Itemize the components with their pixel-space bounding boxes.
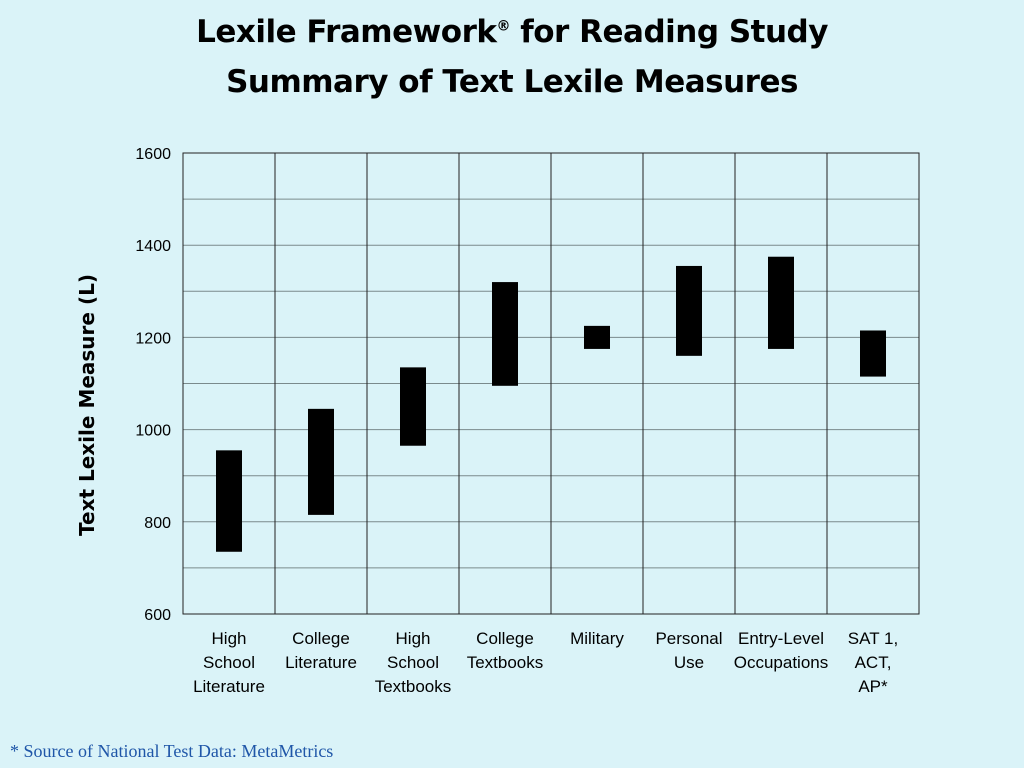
- x-tick-label: Literature: [193, 677, 265, 696]
- x-tick-label: SAT 1,: [848, 629, 898, 648]
- chart-title-line1: Lexile Framework® for Reading Study: [196, 14, 828, 50]
- range-bar: [216, 450, 242, 552]
- range-bar: [584, 325, 610, 349]
- plot-frame: [182, 152, 920, 615]
- x-tick-label: Entry-Level: [738, 629, 824, 648]
- grid-lines: [183, 153, 919, 614]
- x-tick-label: High: [212, 629, 247, 648]
- x-tick-label: Personal: [655, 629, 722, 648]
- source-footnote: * Source of National Test Data: MetaMetr…: [10, 741, 334, 761]
- range-bar: [492, 282, 518, 386]
- x-tick-label: School: [387, 653, 439, 672]
- range-bar: [308, 408, 334, 515]
- range-bar: [860, 330, 886, 377]
- x-tick-label: College: [476, 629, 534, 648]
- x-tick-label: Literature: [285, 653, 357, 672]
- y-tick-label: 1600: [135, 146, 171, 163]
- chart-title-line2: Summary of Text Lexile Measures: [226, 64, 798, 100]
- x-tick-label: College: [292, 629, 350, 648]
- y-tick-label: 1200: [135, 330, 171, 347]
- range-bars: [216, 256, 886, 552]
- x-tick-label: High: [396, 629, 431, 648]
- y-tick-label: 1400: [135, 238, 171, 255]
- y-tick-label: 1000: [135, 423, 171, 440]
- x-tick-label: Textbooks: [467, 653, 544, 672]
- y-tick-label: 800: [144, 515, 171, 532]
- x-tick-label: AP*: [858, 677, 888, 696]
- x-tick-label: ACT,: [855, 653, 892, 672]
- x-tick-label: Occupations: [734, 653, 829, 672]
- x-tick-label: Military: [570, 629, 624, 648]
- range-bar: [768, 256, 794, 349]
- range-bar: [676, 265, 702, 356]
- y-tick-label: 600: [144, 607, 171, 624]
- x-tick-label: Use: [674, 653, 704, 672]
- range-bar: [400, 367, 426, 446]
- x-tick-label: Textbooks: [375, 677, 452, 696]
- y-tick-labels: 600 800 1000 1200 1400 1600: [135, 146, 171, 624]
- x-tick-labels: High School Literature College Literature Hig…: [193, 629, 898, 696]
- x-tick-label: School: [203, 653, 255, 672]
